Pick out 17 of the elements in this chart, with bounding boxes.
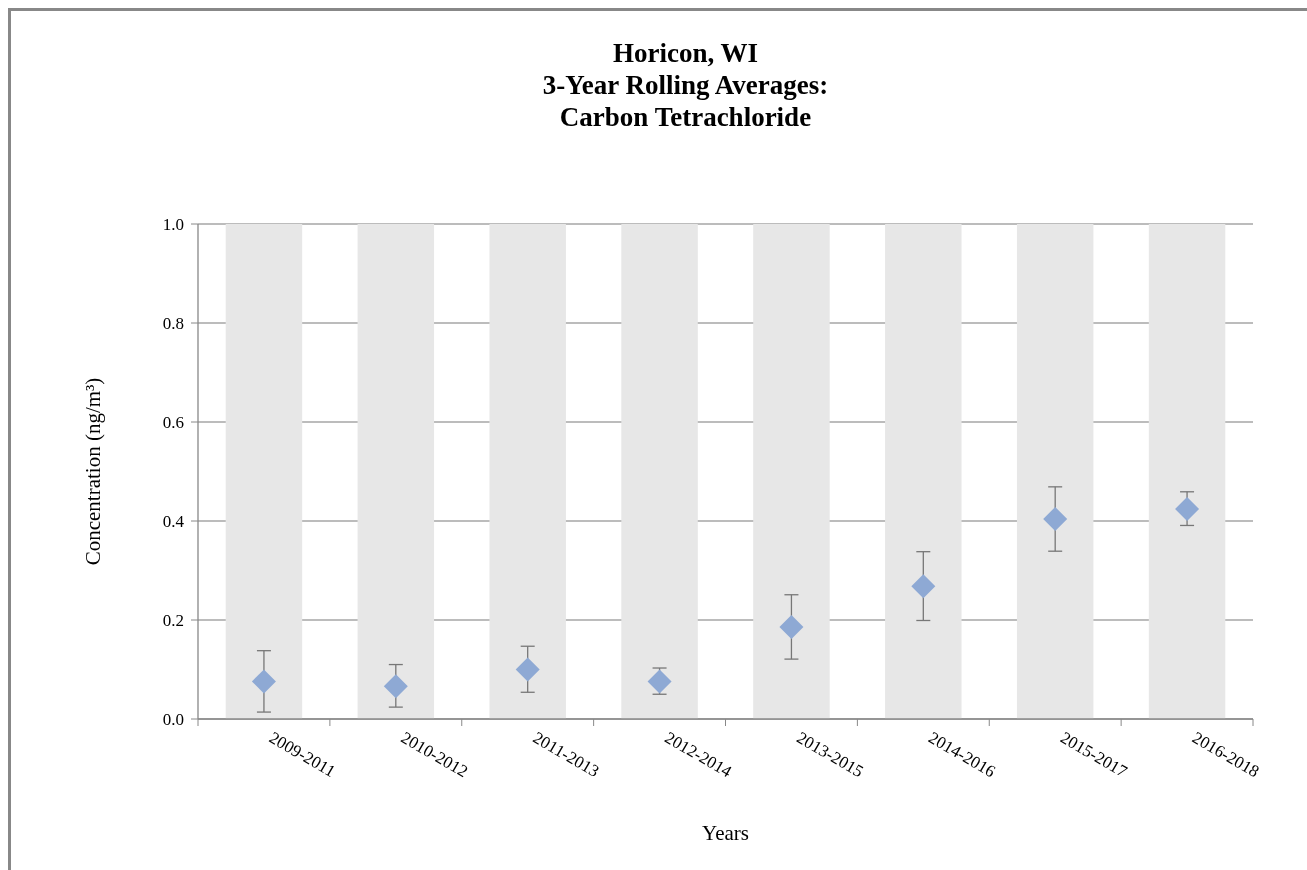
y-tick-label: 0.4 xyxy=(162,511,185,531)
y-tick-label: 0.6 xyxy=(162,412,184,432)
y-tick-label: 1.0 xyxy=(162,214,184,234)
point xyxy=(1043,507,1068,532)
chart-title: Horicon, WI 3-Year Rolling Averages: Carbon Tetrachloride xyxy=(542,38,829,132)
point xyxy=(647,669,672,694)
point xyxy=(911,574,936,599)
x-axis-title: Years xyxy=(702,821,749,845)
point xyxy=(779,614,804,639)
point xyxy=(515,657,540,682)
y-tick-label: 0.8 xyxy=(162,313,184,333)
point xyxy=(251,669,276,694)
y-tick-label: 0.2 xyxy=(162,610,184,630)
y-tick-label: 0.0 xyxy=(162,709,184,729)
y-axis-title: Concentration (ng/m³) xyxy=(81,377,105,566)
point xyxy=(1175,497,1200,522)
point xyxy=(383,674,408,699)
